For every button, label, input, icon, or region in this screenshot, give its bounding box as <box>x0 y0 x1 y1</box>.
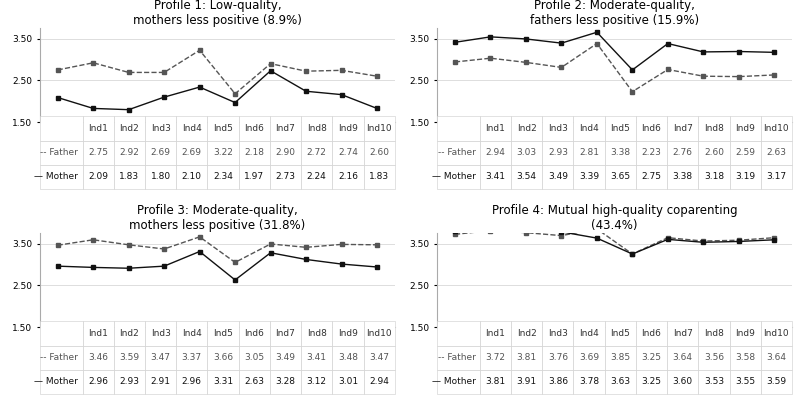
Title: Profile 2: Moderate-quality,
fathers less positive (15.9%): Profile 2: Moderate-quality, fathers les… <box>530 0 699 27</box>
Title: Profile 4: Mutual high-quality coparenting
(43.4%): Profile 4: Mutual high-quality coparenti… <box>492 204 738 232</box>
Title: Profile 1: Low-quality,
mothers less positive (8.9%): Profile 1: Low-quality, mothers less pos… <box>133 0 302 27</box>
Title: Profile 3: Moderate-quality,
mothers less positive (31.8%): Profile 3: Moderate-quality, mothers les… <box>130 204 306 232</box>
